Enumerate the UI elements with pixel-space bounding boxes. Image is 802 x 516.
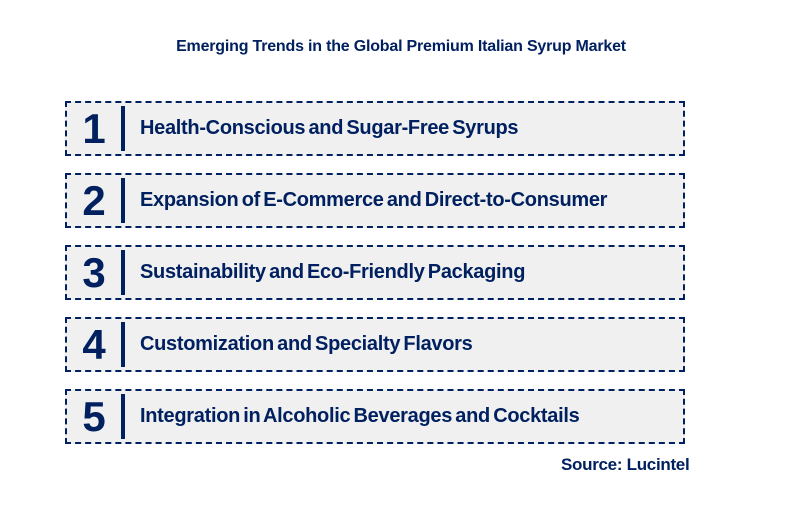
trend-item-3: 3 Sustainability and Eco-Friendly Packag… — [65, 245, 685, 300]
vertical-divider — [121, 322, 125, 367]
trend-label: Integration in Alcoholic Beverages and C… — [140, 405, 580, 427]
trend-label: Expansion of E-Commerce and Direct-to-Co… — [140, 189, 608, 211]
vertical-divider — [121, 178, 125, 223]
trend-number: 1 — [82, 104, 106, 152]
vertical-divider — [121, 394, 125, 439]
vertical-divider — [121, 250, 125, 295]
trend-number: 5 — [82, 392, 106, 440]
trend-number: 3 — [82, 248, 106, 296]
trend-item-4: 4 Customization and Specialty Flavors — [65, 317, 685, 372]
source-attribution: Source: Lucintel — [561, 455, 690, 474]
trend-item-2: 2 Expansion of E-Commerce and Direct-to-… — [65, 173, 685, 228]
trend-label: Customization and Specialty Flavors — [140, 333, 473, 355]
trend-label: Sustainability and Eco-Friendly Packagin… — [140, 261, 526, 283]
trend-item-1: 1 Health-Conscious and Sugar-Free Syrups — [65, 101, 685, 156]
trend-item-5: 5 Integration in Alcoholic Beverages and… — [65, 389, 685, 444]
trend-label: Health-Conscious and Sugar-Free Syrups — [140, 117, 519, 139]
vertical-divider — [121, 106, 125, 151]
page-title: Emerging Trends in the Global Premium It… — [176, 38, 626, 55]
trend-list: 1 Health-Conscious and Sugar-Free Syrups… — [65, 101, 685, 461]
trend-number: 2 — [82, 176, 106, 224]
trend-number: 4 — [82, 320, 106, 368]
